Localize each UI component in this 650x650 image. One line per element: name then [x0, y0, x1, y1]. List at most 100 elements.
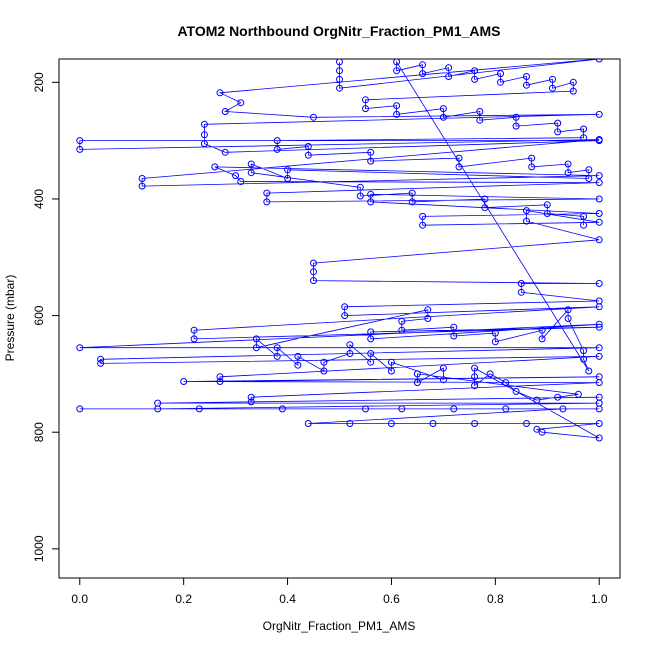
- data-point: [538, 326, 546, 334]
- data-point: [533, 425, 541, 433]
- y-tick-label: 200: [32, 72, 46, 92]
- data-point: [512, 387, 520, 395]
- y-axis-label: Pressure (mbar): [3, 275, 17, 362]
- data-point: [138, 175, 146, 182]
- data-point: [284, 166, 292, 174]
- data-point: [273, 344, 281, 352]
- data-point: [76, 145, 84, 153]
- data-point: [310, 113, 317, 121]
- data-point: [523, 73, 530, 80]
- data-point: [595, 434, 603, 442]
- data-point: [237, 99, 245, 107]
- y-axis: 200 400 600 800 1000: [32, 72, 60, 562]
- data-point: [549, 75, 556, 83]
- data-point: [523, 217, 530, 225]
- data-point: [408, 189, 416, 197]
- data-point: [595, 420, 603, 427]
- data-point: [497, 70, 504, 78]
- data-point: [346, 420, 354, 427]
- data-point: [221, 148, 229, 156]
- data-point: [595, 280, 603, 287]
- data-point: [445, 73, 453, 80]
- data-point: [580, 134, 588, 142]
- data-point: [445, 64, 453, 72]
- data-point: [595, 344, 603, 352]
- data-point: [429, 420, 437, 427]
- data-point: [190, 326, 198, 334]
- x-axis: 0.0 0.2 0.4 0.6 0.8 1.0: [71, 577, 608, 606]
- data-point: [491, 329, 499, 337]
- data-point: [595, 303, 603, 311]
- data-point: [341, 303, 349, 311]
- x-tick-label: 0.8: [487, 592, 504, 606]
- data-point: [564, 315, 572, 322]
- data-point: [595, 110, 603, 118]
- x-tick-label: 0.4: [279, 592, 296, 606]
- data-point: [211, 163, 219, 171]
- data-point: [304, 151, 312, 159]
- data-point: [476, 108, 484, 115]
- data-point: [424, 306, 432, 314]
- data-point: [273, 145, 281, 153]
- data-point: [195, 405, 203, 413]
- data-point: [97, 359, 105, 367]
- data-point: [585, 175, 593, 182]
- data-point: [455, 154, 463, 162]
- data-point: [595, 405, 603, 413]
- data-point: [481, 195, 489, 203]
- data-point: [502, 379, 510, 387]
- data-point: [580, 347, 588, 355]
- data-point: [336, 59, 343, 66]
- data-point: [559, 405, 567, 413]
- data-point: [247, 393, 255, 401]
- data-point: [585, 166, 593, 174]
- data-point: [549, 84, 556, 92]
- data-point: [595, 352, 603, 360]
- data-point: [294, 352, 302, 360]
- x-axis-label: OrgNitr_Fraction_PM1_AMS: [263, 619, 416, 633]
- data-point: [232, 172, 240, 180]
- data-point: [450, 405, 458, 413]
- data-point: [538, 428, 546, 436]
- data-point: [481, 204, 489, 212]
- data-point: [216, 373, 224, 381]
- data-point: [574, 390, 582, 398]
- data-point: [310, 268, 317, 276]
- data-point: [138, 182, 146, 190]
- data-point: [543, 201, 551, 209]
- data-point: [387, 358, 395, 366]
- data-point: [200, 140, 208, 148]
- data-point: [471, 75, 479, 83]
- data-point: [486, 370, 494, 378]
- data-point: [263, 198, 271, 206]
- data-point: [523, 81, 530, 89]
- data-point: [393, 59, 401, 66]
- data-point: [367, 335, 375, 343]
- data-point: [247, 169, 255, 177]
- data-point: [398, 326, 406, 334]
- data-point: [439, 105, 447, 113]
- data-point: [595, 210, 603, 217]
- data-point: [76, 137, 84, 145]
- data-point: [294, 361, 302, 369]
- data-point: [190, 335, 198, 343]
- series-line: [79, 59, 600, 439]
- data-point: [450, 332, 458, 340]
- data-point: [336, 67, 343, 75]
- data-point: [393, 110, 401, 118]
- y-tick-label: 400: [32, 189, 46, 209]
- data-point: [310, 259, 317, 267]
- data-point: [393, 67, 401, 75]
- data-point: [336, 84, 343, 92]
- data-point: [263, 189, 271, 197]
- data-point: [455, 163, 463, 171]
- data-point: [419, 212, 427, 220]
- data-point: [362, 96, 369, 104]
- data-point: [517, 280, 525, 287]
- data-point: [580, 355, 588, 363]
- data-point: [304, 420, 312, 427]
- data-point: [310, 277, 317, 285]
- data-point: [564, 160, 572, 168]
- data-point: [367, 148, 375, 156]
